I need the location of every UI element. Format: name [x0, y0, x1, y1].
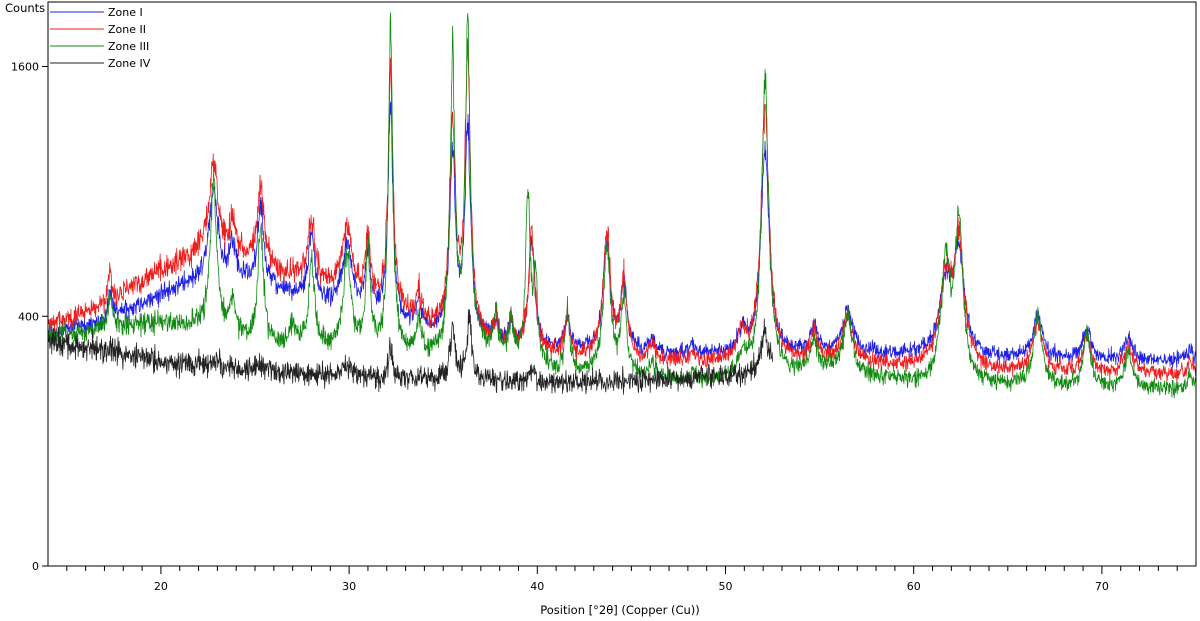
x-tick-label: 20: [154, 580, 168, 593]
legend-label: Zone I: [108, 6, 143, 19]
x-tick-label: 60: [907, 580, 921, 593]
x-axis-title: Position [°2θ] (Copper (Cu)): [540, 603, 700, 617]
y-tick-label: 400: [18, 310, 39, 323]
legend-label: Zone III: [108, 40, 149, 53]
series-line-zone-4: [47, 309, 773, 395]
x-axis: 20 30 40 50 60 70: [66, 566, 1178, 593]
x-tick-label: 40: [530, 580, 544, 593]
y-axis: 0 400 1600: [11, 61, 48, 573]
y-tick-label: 1600: [11, 61, 39, 74]
legend-label: Zone II: [108, 23, 146, 36]
x-tick-label: 70: [1095, 580, 1109, 593]
y-tick-label: 0: [32, 560, 39, 573]
x-tick-label: 30: [342, 580, 356, 593]
x-tick-label: 50: [719, 580, 733, 593]
series-line-zone-2: [47, 38, 1197, 384]
plot-frame: [47, 1, 1197, 567]
y-axis-title: Counts: [5, 1, 45, 15]
series-line-zone-3: [47, 12, 1197, 399]
plot-area: [47, 12, 1197, 399]
legend-label: Zone IV: [108, 57, 151, 70]
series-line-zone-1: [47, 99, 1197, 369]
legend: Zone I Zone II Zone III Zone IV: [50, 6, 151, 70]
